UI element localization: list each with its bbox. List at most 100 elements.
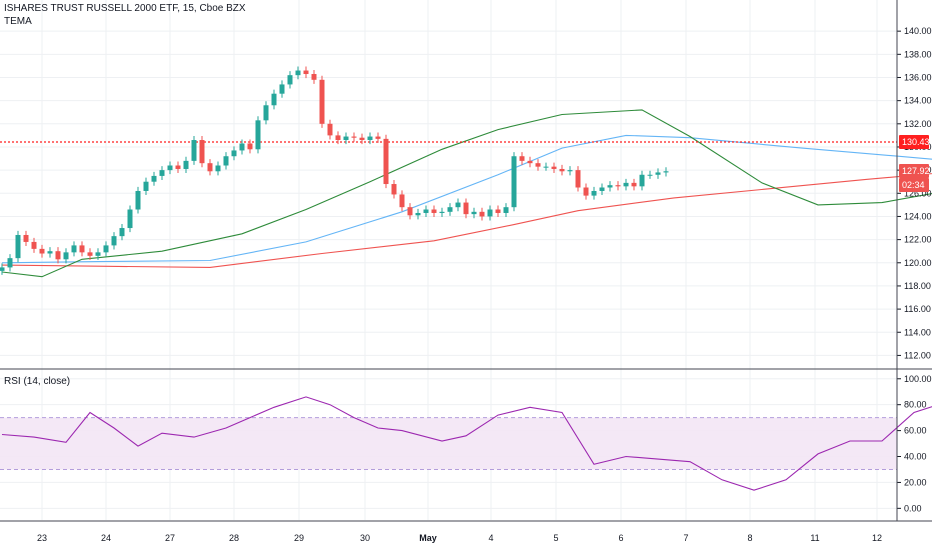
candle[interactable] [95,248,101,260]
candle-body [575,170,581,188]
candle[interactable] [0,263,5,275]
candle[interactable] [455,198,461,212]
candle[interactable] [271,89,277,110]
candle-body [439,211,445,213]
candle[interactable] [447,203,453,216]
candle-body [119,228,125,237]
candle[interactable] [559,164,565,176]
candle[interactable] [383,134,389,189]
time-axis[interactable]: 23 24 27 28 29 30 May 4 5 6 7 8 11 12 [37,533,882,543]
candle[interactable] [367,132,373,145]
candle[interactable] [527,156,533,168]
candle[interactable] [127,205,133,233]
price-axis[interactable]: 112.00 114.00 116.00 118.00 120.00 122.00 124.… [0,0,932,522]
candle[interactable] [431,205,437,218]
candle[interactable] [623,178,629,191]
rsi-pane-title[interactable]: RSI (14, close) [4,376,71,387]
candle[interactable] [159,166,165,180]
candle-body [111,236,117,246]
candle[interactable] [647,170,653,179]
candle[interactable] [567,166,573,176]
candle[interactable] [495,205,501,218]
candle[interactable] [311,69,317,84]
candle[interactable] [663,167,669,177]
candle[interactable] [223,152,229,170]
x-tick-label: 23 [37,533,47,543]
candle[interactable] [591,186,597,200]
candle[interactable] [615,181,621,191]
candle[interactable] [247,139,253,154]
candle[interactable] [135,186,141,214]
candle[interactable] [551,162,557,174]
candle[interactable] [103,241,109,257]
candle[interactable] [327,119,333,140]
candle[interactable] [119,223,125,241]
candle[interactable] [351,132,357,142]
candle[interactable] [191,135,197,165]
candle[interactable] [335,131,341,145]
indicator-label-tema[interactable]: TEMA [4,16,32,27]
candle[interactable] [23,230,29,246]
candle[interactable] [639,170,645,191]
candle[interactable] [511,152,517,212]
candle[interactable] [207,159,213,176]
candle[interactable] [295,66,301,80]
candle[interactable] [463,198,469,219]
candle[interactable] [543,162,549,171]
candle[interactable] [583,183,589,200]
candle[interactable] [287,71,293,89]
candle[interactable] [655,168,661,179]
candle[interactable] [111,232,117,250]
candle[interactable] [255,116,261,154]
candle[interactable] [15,230,21,263]
candle[interactable] [79,241,85,257]
candle[interactable] [415,208,421,220]
candle[interactable] [399,190,405,212]
candle[interactable] [215,161,221,176]
candle[interactable] [71,241,77,257]
candle[interactable] [631,178,637,191]
candle[interactable] [375,132,381,143]
candle[interactable] [471,207,477,219]
candle[interactable] [319,75,325,128]
candle[interactable] [55,247,61,264]
candle[interactable] [231,146,237,161]
candle-body [159,170,165,176]
candle[interactable] [47,247,53,258]
candle[interactable] [239,139,245,155]
candle[interactable] [199,135,205,168]
candle[interactable] [423,205,429,218]
candle[interactable] [343,132,349,145]
candle[interactable] [39,244,45,258]
candle[interactable] [439,207,445,218]
candle[interactable] [407,203,413,220]
candle[interactable] [87,248,93,260]
candle[interactable] [167,161,173,175]
candle[interactable] [263,101,269,125]
candle[interactable] [303,66,309,79]
candle[interactable] [479,207,485,221]
candle-body [367,136,373,141]
candle[interactable] [391,179,397,199]
candle[interactable] [31,237,37,253]
candle[interactable] [535,159,541,171]
candle-body [423,209,429,213]
candle[interactable] [607,181,613,192]
candle[interactable] [519,152,525,165]
x-tick-label: 8 [747,533,752,543]
candle[interactable] [487,205,493,221]
candle[interactable] [183,156,189,174]
chart-title[interactable]: ISHARES TRUST RUSSELL 2000 ETF, 15, Cboe… [4,3,246,14]
candle[interactable] [279,80,285,98]
candle[interactable] [599,183,605,196]
candle[interactable] [143,177,149,196]
candle[interactable] [175,161,181,174]
candle[interactable] [503,203,509,218]
candle[interactable] [151,171,157,186]
candle-body [47,251,53,254]
candle[interactable] [7,254,13,272]
candle[interactable] [63,248,69,264]
candle[interactable] [359,133,365,145]
candle-body [615,185,621,187]
candle[interactable] [575,166,581,192]
